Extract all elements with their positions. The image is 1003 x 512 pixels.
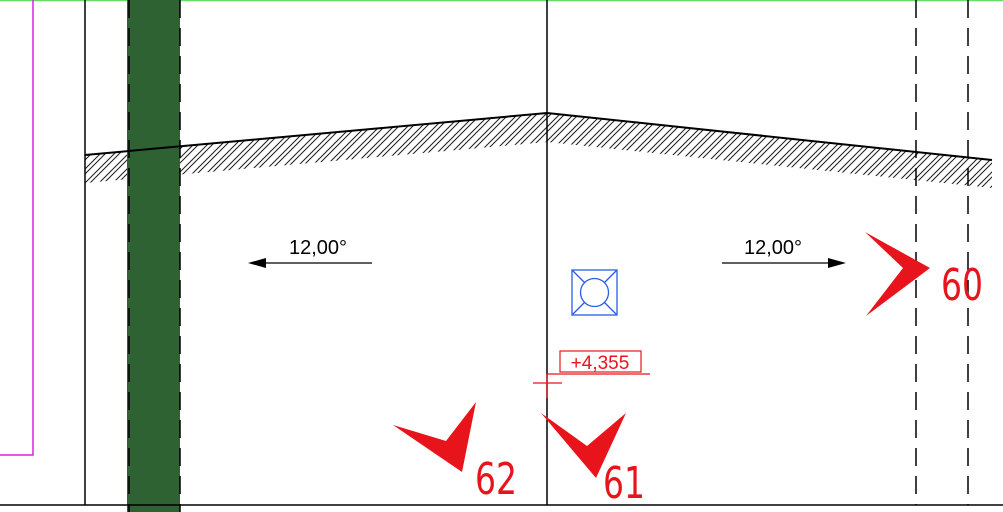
roof-line <box>84 111 993 161</box>
boundary-line <box>0 0 34 456</box>
column <box>127 0 180 512</box>
section-marker <box>865 232 930 316</box>
section-marker <box>541 413 626 478</box>
elevation-box <box>559 350 642 373</box>
marker-label: 60 <box>941 260 983 311</box>
marker-label: 61 <box>603 458 645 509</box>
arrow-head <box>828 258 846 268</box>
slope-label: 12,00° <box>289 237 347 259</box>
arrow-head <box>248 258 266 268</box>
slope-label: 12,00° <box>744 237 802 259</box>
section-marker <box>393 402 476 472</box>
roof-hatch <box>85 113 992 188</box>
marker-label: 62 <box>475 454 517 505</box>
drain-symbol <box>571 269 618 316</box>
elevation-label: +4,355 <box>571 353 630 374</box>
elevation-mark <box>533 374 562 398</box>
